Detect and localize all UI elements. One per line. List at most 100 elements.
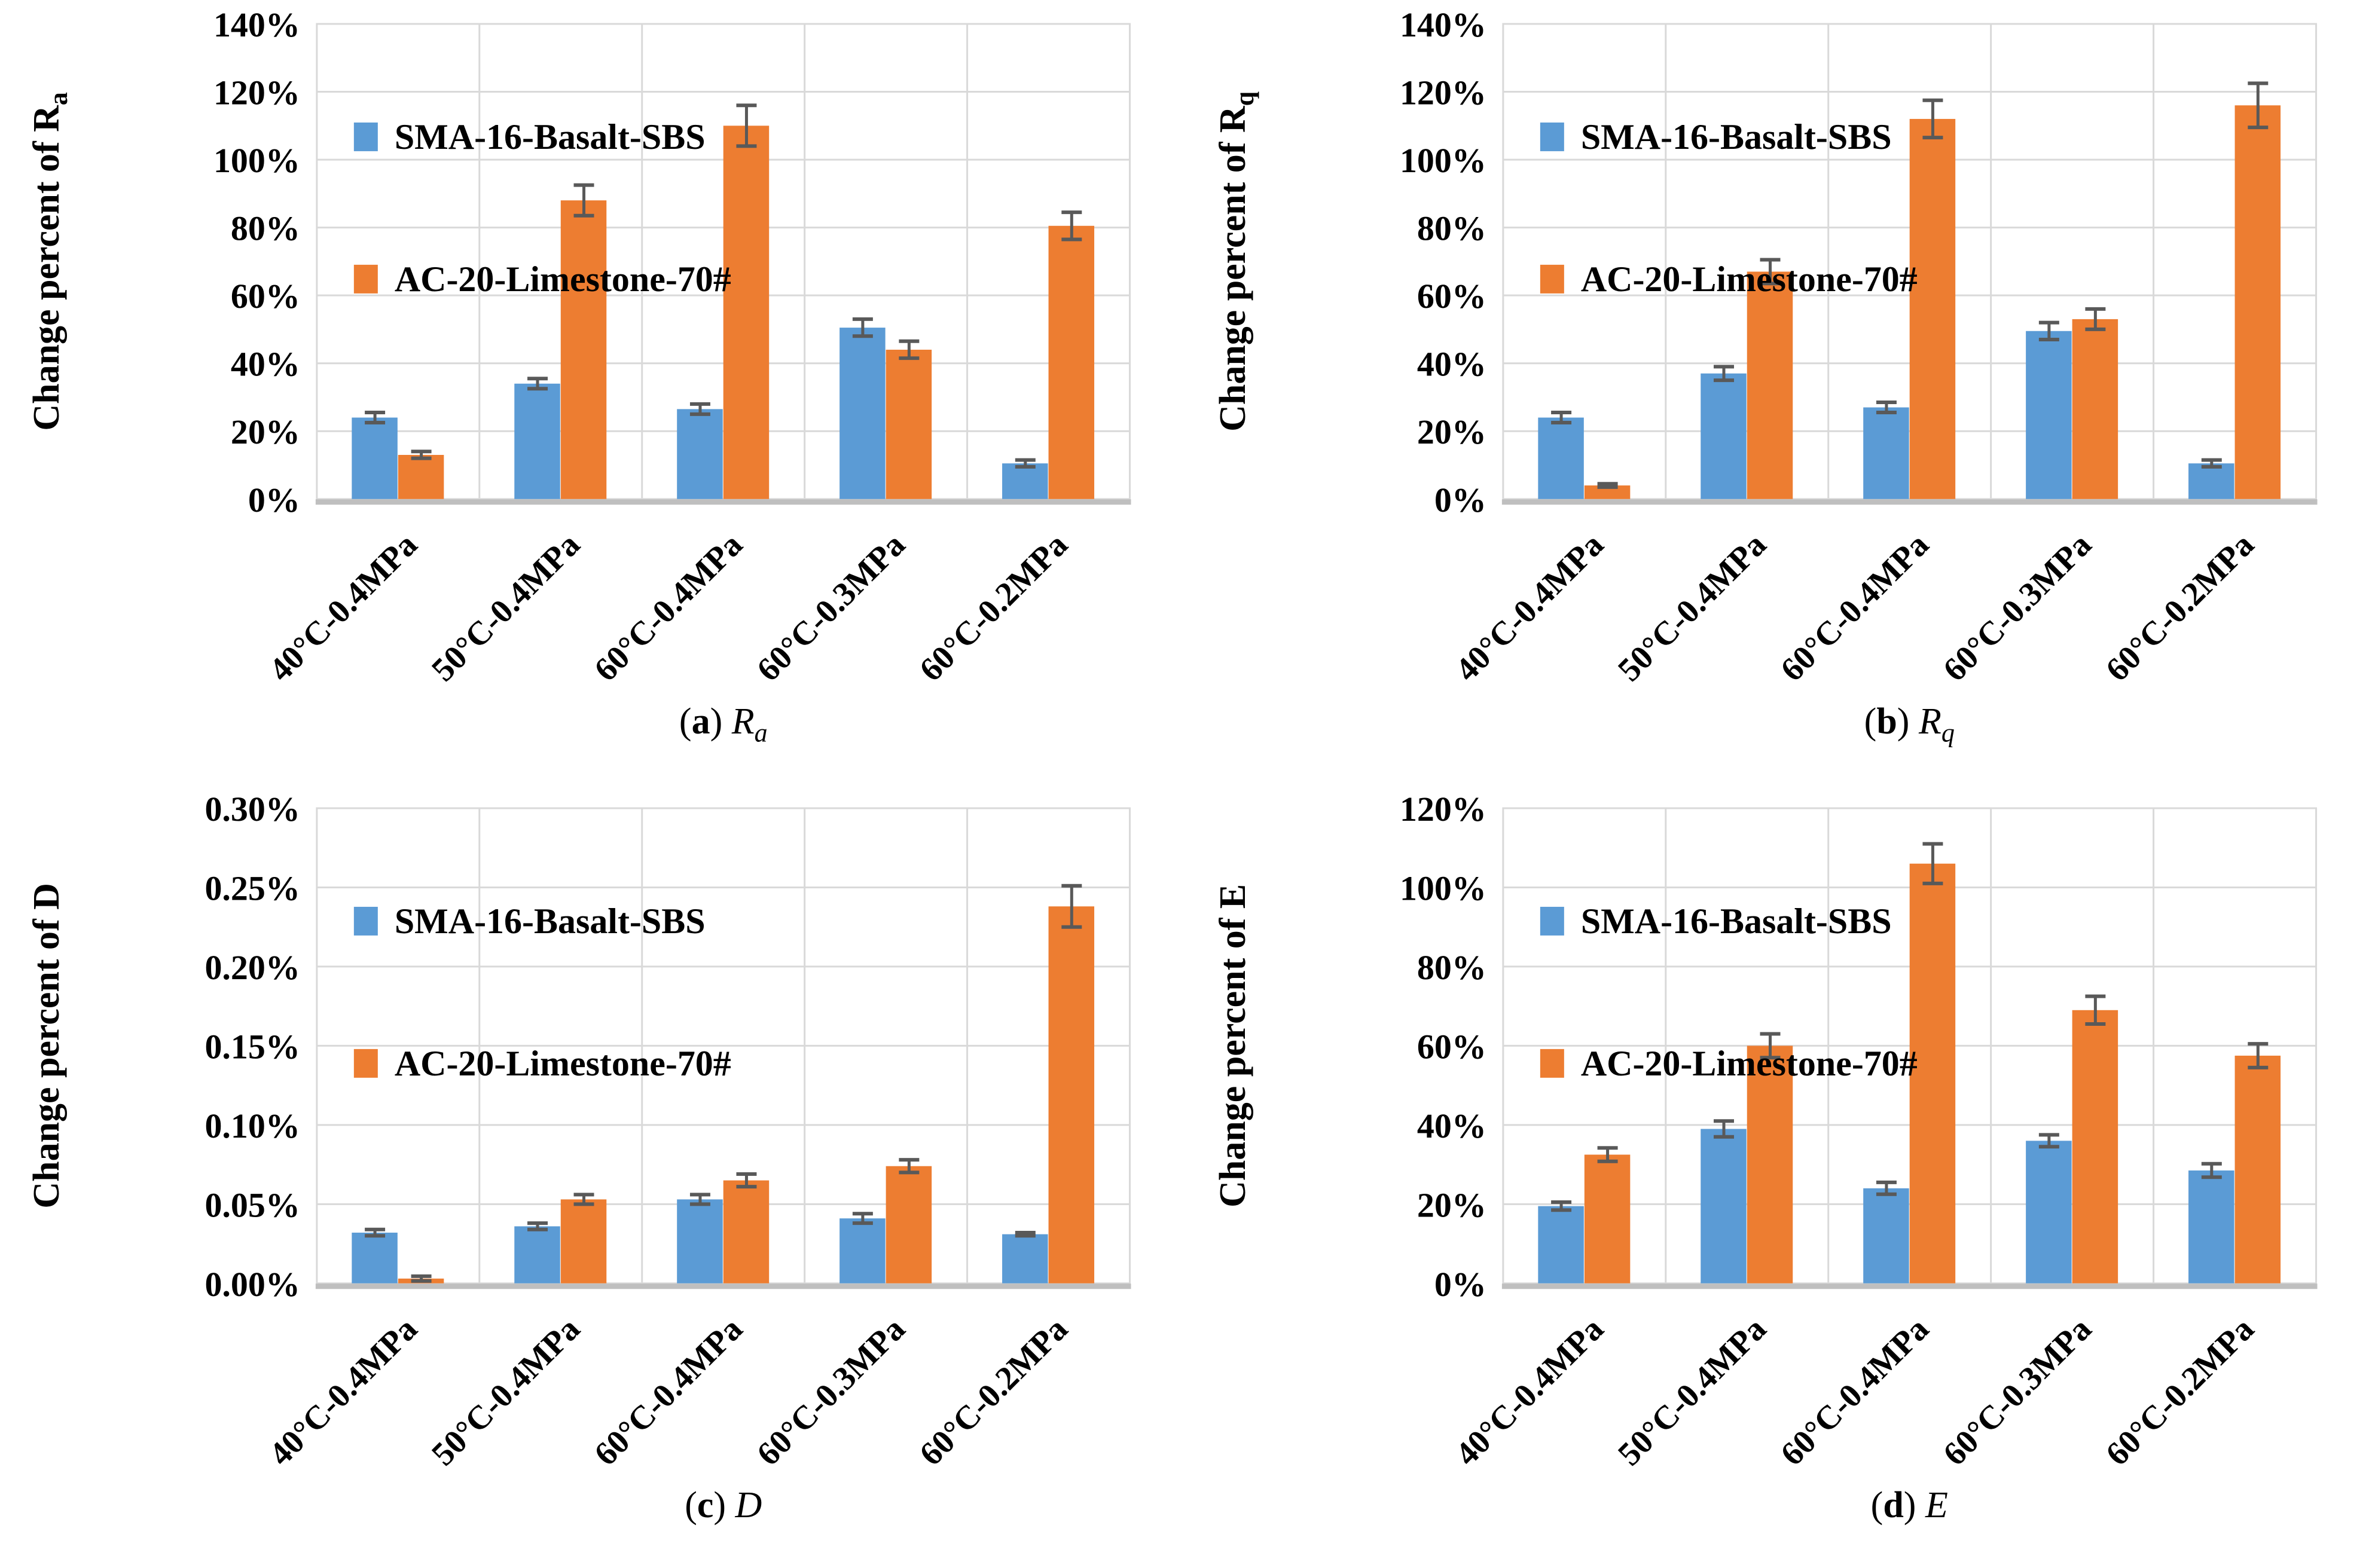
legend-label-sma16: SMA-16-Basalt-SBS (395, 901, 706, 940)
caption-subscript: a (754, 718, 768, 748)
chart-caption-a: (a) Ra (0, 701, 1186, 748)
chart-caption-b: (b) Rq (1186, 701, 2372, 748)
y-tick-label: 0.00% (204, 1264, 300, 1303)
plot-border (1501, 23, 2317, 500)
x-category-label: 60°C-0.2MPa (912, 526, 1075, 689)
bar-sma16 (1002, 463, 1048, 499)
bar-ac20 (1584, 485, 1630, 499)
y-tick-label: 80% (231, 209, 300, 248)
y-tick-label: 120% (213, 74, 300, 112)
legend-label-sma16: SMA-16-Basalt-SBS (1580, 901, 1891, 940)
bar-sma16 (514, 1225, 560, 1283)
x-category-label: 60°C-0.4MPa (587, 1310, 750, 1473)
bar-sma16 (2188, 463, 2234, 499)
y-axis-title-text: Change percent of R (1212, 105, 1253, 432)
y-tick-label: 40% (1417, 345, 1486, 384)
x-category-label: 60°C-0.2MPa (2098, 526, 2261, 689)
y-tick-label: 40% (231, 345, 300, 384)
bar-sma16 (839, 1218, 886, 1283)
plot-border (1501, 806, 2317, 1284)
caption-letter: c (697, 1485, 714, 1526)
chart-caption-c: (c) D (0, 1484, 1186, 1532)
x-category-label: 60°C-0.4MPa (1773, 1310, 1936, 1473)
bar-ac20 (2072, 1010, 2118, 1283)
bar-sma16 (2025, 331, 2072, 499)
y-tick-label: 100% (213, 141, 300, 180)
chart-caption-d: (d) E (1186, 1484, 2372, 1532)
bar-chart-e: 0% 20% 40% 60% 80% 100% 120% Change percent of … (1212, 789, 2318, 1473)
bar-ac20 (1584, 1154, 1630, 1283)
bar-ac20 (723, 1180, 770, 1283)
bar-ac20 (886, 349, 932, 499)
y-tick-label: 0.05% (204, 1185, 300, 1224)
y-tick-label: 0.30% (204, 789, 300, 828)
y-axis-title-subscript: q (1229, 91, 1259, 106)
bar-ac20 (2234, 105, 2281, 499)
bar-ac20 (1909, 863, 1955, 1283)
bar-sma16 (2188, 1170, 2234, 1283)
x-category-label: 60°C-0.3MPa (750, 526, 912, 689)
caption-paren: ( (1870, 1485, 1883, 1526)
bar-ac20 (1048, 906, 1095, 1283)
bar-sma16 (839, 328, 886, 499)
legend-label-ac20: AC-20-Limestone-70# (1580, 259, 1917, 299)
bar-sma16 (352, 1232, 398, 1283)
legend-label-sma16: SMA-16-Basalt-SBS (1580, 117, 1891, 157)
caption-paren: ) (1903, 1485, 1925, 1526)
x-category-label: 60°C-0.4MPa (587, 526, 750, 689)
y-tick-label: 0% (1434, 481, 1486, 519)
bar-sma16 (1700, 1128, 1747, 1283)
x-category-label: 60°C-0.3MPa (1936, 526, 2099, 689)
bar-chart-ra: 0% 20% 40% 60% 80% 100% 120% 140% Change percent… (26, 5, 1131, 689)
bar-ac20 (1747, 271, 1793, 499)
x-category-label: 50°C-0.4MPa (425, 1310, 587, 1473)
bar-sma16 (677, 1199, 723, 1283)
y-axis-title-text: Change percent of D (26, 883, 67, 1208)
y-tick-label: 60% (1417, 277, 1486, 316)
y-tick-label: 0.10% (204, 1106, 300, 1145)
bar-sma16 (1537, 1206, 1584, 1283)
caption-paren: ( (685, 1485, 697, 1526)
y-axis-title: Change percent of Ra (26, 92, 73, 430)
y-tick-label: 140% (213, 5, 300, 44)
bar-sma16 (1863, 1188, 1909, 1283)
legend-swatch-sma16 (353, 122, 378, 151)
y-tick-label: 100% (1399, 141, 1486, 180)
bar-ac20 (886, 1166, 932, 1283)
y-tick-label: 60% (1417, 1027, 1486, 1066)
bar-ac20 (1909, 118, 1955, 499)
y-tick-label: 0.25% (204, 869, 300, 907)
legend-label-ac20: AC-20-Limestone-70# (395, 259, 731, 299)
chart-panel-b: 0% 20% 40% 60% 80% 100% 120% 140% Change percent… (1186, 0, 2372, 784)
legend-swatch-ac20 (1540, 1049, 1564, 1078)
y-tick-label: 20% (231, 412, 300, 451)
y-axis-title: Change percent of Rq (1212, 91, 1259, 431)
bar-ac20 (1747, 1045, 1793, 1283)
chart-panel-c: 0.00% 0.05% 0.10% 0.15% 0.20% 0.25% 0.30% Chang… (0, 784, 1186, 1568)
bar-ac20 (2234, 1055, 2281, 1283)
x-category-label: 40°C-0.4MPa (262, 526, 425, 689)
y-tick-label: 60% (231, 277, 300, 316)
caption-symbol: R (731, 701, 755, 742)
caption-paren: ( (1864, 701, 1877, 742)
chart-panel-a: 0% 20% 40% 60% 80% 100% 120% 140% Change percent… (0, 0, 1186, 784)
x-category-label: 40°C-0.4MPa (1448, 1310, 1611, 1473)
legend-swatch-ac20 (353, 264, 378, 294)
x-category-label: 50°C-0.4MPa (1611, 1310, 1773, 1473)
bar-ac20 (398, 454, 444, 499)
caption-symbol: R (1918, 701, 1941, 742)
y-tick-label: 140% (1399, 5, 1486, 44)
y-axis-title-text: Change percent of R (26, 105, 67, 431)
x-category-label: 60°C-0.2MPa (2098, 1310, 2261, 1473)
bar-ac20 (560, 1199, 607, 1283)
y-tick-label: 0.15% (204, 1027, 300, 1066)
bar-sma16 (1863, 407, 1909, 499)
y-axis-title: Change percent of D (26, 883, 67, 1208)
y-tick-label: 80% (1417, 209, 1486, 248)
bar-ac20 (2072, 319, 2118, 499)
caption-paren: ) (1897, 701, 1919, 742)
caption-paren: ( (679, 701, 692, 742)
x-category-label: 60°C-0.3MPa (750, 1310, 912, 1473)
legend-swatch-sma16 (353, 906, 378, 936)
